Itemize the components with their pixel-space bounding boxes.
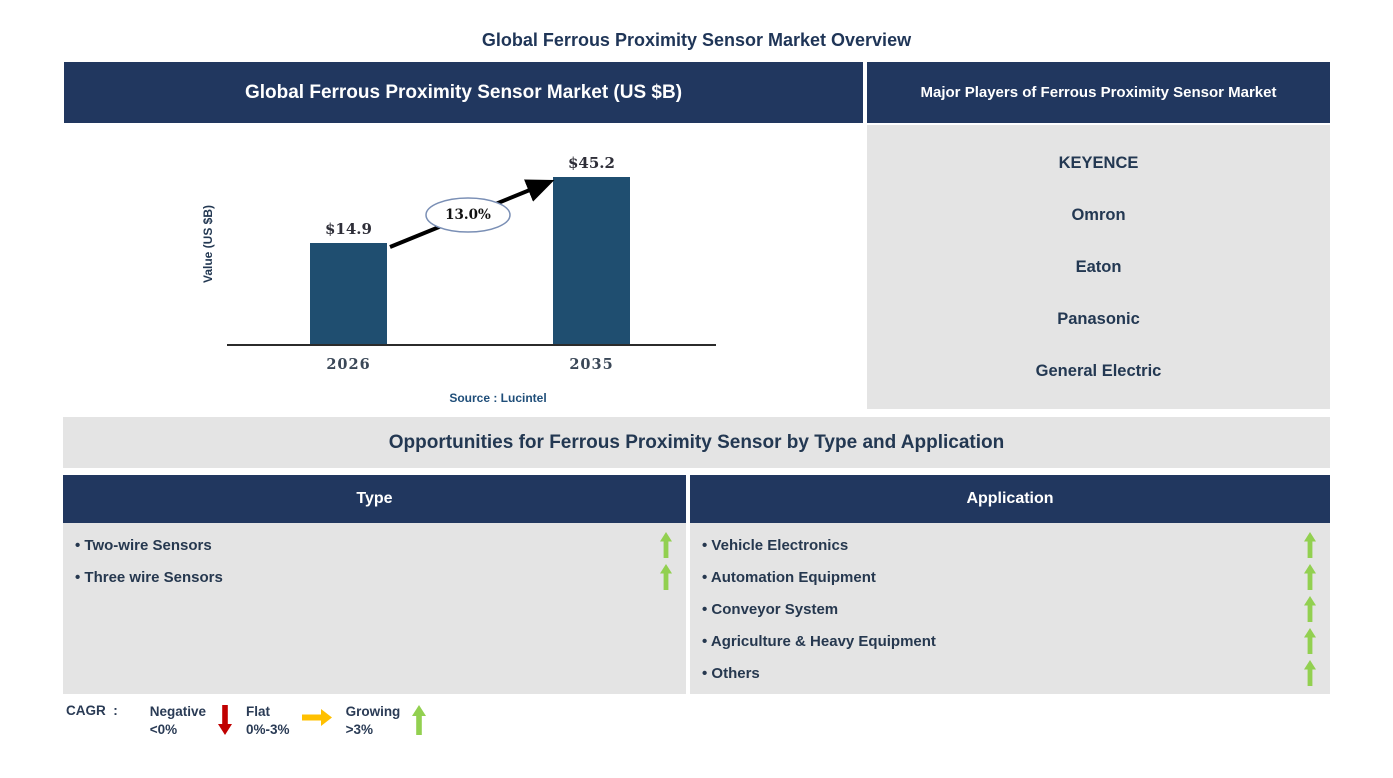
chart-panel-header: Global Ferrous Proximity Sensor Market (… — [64, 62, 863, 123]
legend-negative-label: Negative — [149, 704, 207, 719]
x-axis-line — [227, 344, 716, 346]
bar-value-2026: $14.9 — [325, 220, 372, 238]
players-panel-header: Major Players of Ferrous Proximity Senso… — [867, 62, 1330, 123]
application-item-label: Agriculture & Heavy Equipment — [702, 633, 936, 650]
list-item: Others — [702, 657, 1316, 689]
application-item-label: Conveyor System — [702, 601, 838, 618]
legend-negative-range: <0% — [149, 722, 178, 738]
player-item: Eaton — [1075, 257, 1122, 276]
negative-down-arrow-icon — [218, 705, 233, 735]
chart-panel-header-label: Global Ferrous Proximity Sensor Market (… — [244, 81, 683, 103]
player-item: Omron — [1071, 205, 1126, 224]
flat-right-arrow-icon — [301, 709, 332, 726]
x-tick-2026: 2026 — [326, 356, 371, 373]
application-item-label: Vehicle Electronics — [702, 537, 848, 554]
list-item: Conveyor System — [702, 593, 1316, 625]
growing-up-arrow-icon — [412, 705, 427, 735]
bar-chart: Value (US $B) 13.0% $14.9 $45.2 2026 203… — [64, 123, 863, 410]
cagr-value: 13.0% — [445, 207, 491, 223]
list-item: Agriculture & Heavy Equipment — [702, 625, 1316, 657]
player-item: KEYENCE — [1058, 153, 1139, 172]
page-title: Global Ferrous Proximity Sensor Market O… — [481, 30, 912, 50]
legend-prefix: CAGR : — [66, 703, 118, 718]
trend-up-icon — [1304, 596, 1316, 622]
type-item-label: Two-wire Sensors — [75, 537, 211, 554]
legend-entry-flat: Flat 0%-3% — [246, 703, 346, 739]
legend-flat-label: Flat — [246, 704, 271, 719]
list-item: Three wire Sensors — [75, 561, 672, 593]
trend-up-icon — [660, 532, 672, 558]
type-item-label: Three wire Sensors — [75, 569, 222, 586]
player-item: Panasonic — [1057, 309, 1140, 328]
players-panel-header-label: Major Players of Ferrous Proximity Senso… — [920, 84, 1277, 101]
type-column-header-label: Type — [356, 490, 393, 507]
legend-negative-text: Negative <0% — [150, 703, 206, 739]
legend-flat-text: Flat 0%-3% — [246, 703, 290, 739]
opportunities-banner-label: Opportunities for Ferrous Proximity Sens… — [388, 431, 1005, 453]
players-list: KEYENCE Omron Eaton Panasonic General El… — [867, 125, 1330, 409]
application-column-header-label: Application — [966, 490, 1054, 507]
player-item: General Electric — [1035, 361, 1162, 380]
application-item-label: Others — [702, 665, 759, 682]
application-column-header: Application — [690, 475, 1330, 523]
list-item: Two-wire Sensors — [75, 529, 672, 561]
list-item: Automation Equipment — [702, 561, 1316, 593]
list-item: Vehicle Electronics — [702, 529, 1316, 561]
trend-up-icon — [1304, 564, 1316, 590]
legend-entry-growing: Growing >3% — [346, 703, 441, 739]
chart-source: Source : Lucintel — [449, 391, 547, 405]
cagr-legend: CAGR : Negative <0% Flat 0%-3% Growing >… — [66, 703, 440, 739]
cagr-ellipse — [425, 197, 511, 233]
trend-up-icon — [1304, 532, 1316, 558]
cagr-growth-arrow — [389, 179, 555, 249]
trend-up-icon — [1304, 660, 1316, 686]
bar-value-2035: $45.2 — [568, 154, 615, 172]
application-item-label: Automation Equipment — [702, 569, 876, 586]
opportunities-banner: Opportunities for Ferrous Proximity Sens… — [63, 417, 1330, 468]
bar-2026 — [310, 243, 387, 344]
trend-up-icon — [660, 564, 672, 590]
legend-entry-negative: Negative <0% — [150, 703, 246, 739]
x-tick-2035: 2035 — [569, 356, 614, 373]
application-column-list: Vehicle Electronics Automation Equipment… — [690, 523, 1330, 694]
bar-2035 — [553, 177, 630, 344]
trend-up-icon — [1304, 628, 1316, 654]
legend-growing-label: Growing — [345, 704, 401, 719]
legend-growing-range: >3% — [345, 722, 373, 738]
legend-flat-range: 0%-3% — [246, 722, 290, 738]
type-column-list: Two-wire Sensors Three wire Sensors — [63, 523, 686, 694]
legend-growing-text: Growing >3% — [346, 703, 401, 739]
type-column-header: Type — [63, 475, 686, 523]
